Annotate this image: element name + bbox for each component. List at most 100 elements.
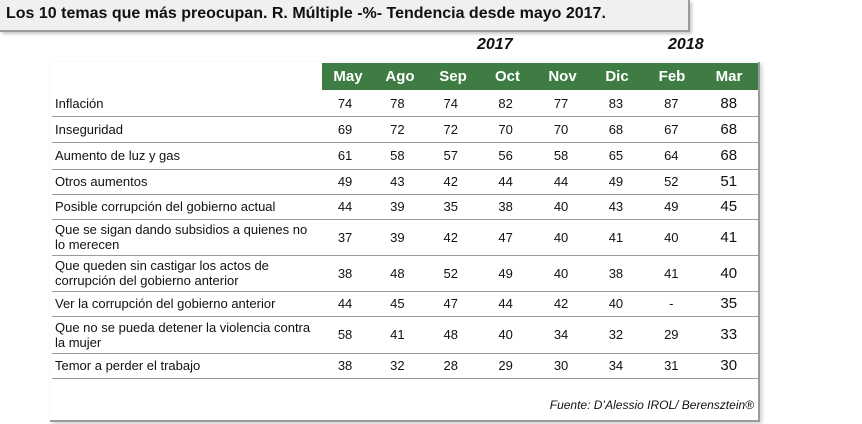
cell-dic: 43 bbox=[588, 194, 644, 220]
cell-ago: 41 bbox=[371, 316, 424, 354]
cell-feb: 67 bbox=[643, 116, 700, 143]
cell-may: 38 bbox=[318, 353, 372, 379]
cell-mar: 88 bbox=[699, 91, 758, 117]
cell-dic: 34 bbox=[588, 353, 644, 379]
row-label: Aumento de luz y gas bbox=[52, 142, 319, 170]
cell-mar: 51 bbox=[699, 169, 758, 195]
cell-nov: 42 bbox=[533, 291, 589, 317]
cell-sep: 74 bbox=[423, 91, 478, 117]
cell-oct: 44 bbox=[477, 169, 534, 195]
cell-ago: 78 bbox=[371, 91, 424, 117]
cell-sep: 47 bbox=[423, 291, 478, 317]
row-label: Inflación bbox=[52, 91, 319, 117]
cell-ago: 39 bbox=[371, 219, 424, 256]
cell-dic: 41 bbox=[588, 219, 644, 256]
year-label-2017: 2017 bbox=[477, 36, 513, 53]
cell-sep: 42 bbox=[423, 219, 478, 256]
cell-oct: 56 bbox=[477, 142, 534, 170]
cell-mar: 45 bbox=[699, 194, 758, 220]
cell-sep: 72 bbox=[423, 116, 478, 143]
cell-dic: 40 bbox=[588, 291, 644, 317]
cell-may: 58 bbox=[318, 316, 372, 354]
row-label: Posible corrupción del gobierno actual bbox=[52, 194, 319, 220]
cell-feb: 31 bbox=[643, 353, 700, 379]
row-label: Ver la corrupción del gobierno anterior bbox=[52, 291, 319, 317]
cell-feb: 64 bbox=[643, 142, 700, 170]
column-header-sep: Sep bbox=[439, 68, 467, 85]
cell-mar: 68 bbox=[699, 142, 758, 170]
table-row: Inflación 74 78 74 82 77 83 87 88 bbox=[52, 91, 758, 117]
cell-may: 69 bbox=[318, 116, 372, 143]
cell-ago: 72 bbox=[371, 116, 424, 143]
table-row: Que se sigan dando subsidios a quienes n… bbox=[52, 219, 758, 256]
table-row: Aumento de luz y gas 61 58 57 56 58 65 64 68 bbox=[52, 142, 758, 170]
cell-feb: 41 bbox=[643, 255, 700, 292]
cell-dic: 32 bbox=[588, 316, 644, 354]
cell-sep: 35 bbox=[423, 194, 478, 220]
cell-nov: 40 bbox=[533, 219, 589, 256]
cell-feb: 40 bbox=[643, 219, 700, 256]
row-label: Que se sigan dando subsidios a quienes n… bbox=[52, 219, 319, 256]
cell-nov: 44 bbox=[533, 169, 589, 195]
cell-oct: 49 bbox=[477, 255, 534, 292]
cell-nov: 30 bbox=[533, 353, 589, 379]
cell-feb: - bbox=[643, 291, 700, 317]
column-header-may: May bbox=[333, 68, 363, 85]
cell-oct: 29 bbox=[477, 353, 534, 379]
cell-may: 74 bbox=[318, 91, 372, 117]
cell-oct: 70 bbox=[477, 116, 534, 143]
cell-may: 61 bbox=[318, 142, 372, 170]
cell-ago: 58 bbox=[371, 142, 424, 170]
cell-ago: 32 bbox=[371, 353, 424, 379]
cell-dic: 68 bbox=[588, 116, 644, 143]
column-header-feb: Feb bbox=[658, 68, 686, 85]
cell-sep: 57 bbox=[423, 142, 478, 170]
cell-feb: 52 bbox=[643, 169, 700, 195]
cell-sep: 28 bbox=[423, 353, 478, 379]
cell-feb: 87 bbox=[643, 91, 700, 117]
column-header-nov: Nov bbox=[548, 68, 577, 85]
cell-oct: 47 bbox=[477, 219, 534, 256]
cell-sep: 48 bbox=[423, 316, 478, 354]
column-header-dic: Dic bbox=[605, 68, 629, 85]
table-row: Inseguridad 69 72 72 70 70 68 67 68 bbox=[52, 116, 758, 143]
cell-nov: 40 bbox=[533, 255, 589, 292]
cell-oct: 82 bbox=[477, 91, 534, 117]
cell-may: 44 bbox=[318, 194, 372, 220]
cell-may: 44 bbox=[318, 291, 372, 317]
table-row: Temor a perder el trabajo 38 32 28 29 30 34 31 3… bbox=[52, 353, 758, 379]
year-label-2018: 2018 bbox=[668, 36, 704, 53]
cell-ago: 43 bbox=[371, 169, 424, 195]
cell-dic: 83 bbox=[588, 91, 644, 117]
table-row: Que queden sin castigar los actos de cor… bbox=[52, 255, 758, 292]
row-label: Inseguridad bbox=[52, 116, 319, 143]
cell-oct: 40 bbox=[477, 316, 534, 354]
cell-mar: 30 bbox=[699, 353, 758, 379]
cell-nov: 77 bbox=[533, 91, 589, 117]
cell-mar: 41 bbox=[699, 219, 758, 256]
column-header-band: May Ago Sep Oct Nov Dic Feb Mar bbox=[322, 63, 758, 90]
table-row: Otros aumentos 49 43 42 44 44 49 52 51 bbox=[52, 169, 758, 195]
cell-sep: 42 bbox=[423, 169, 478, 195]
cell-may: 37 bbox=[318, 219, 372, 256]
cell-nov: 40 bbox=[533, 194, 589, 220]
chart-title: Los 10 temas que más preocupan. R. Múlti… bbox=[6, 5, 606, 22]
table-row: Posible corrupción del gobierno actual 44… bbox=[52, 194, 758, 220]
cell-nov: 58 bbox=[533, 142, 589, 170]
cell-oct: 44 bbox=[477, 291, 534, 317]
cell-oct: 38 bbox=[477, 194, 534, 220]
table-row: Que no se pueda detener la violencia con… bbox=[52, 316, 758, 354]
cell-ago: 45 bbox=[371, 291, 424, 317]
cell-dic: 65 bbox=[588, 142, 644, 170]
row-label: Que queden sin castigar los actos de cor… bbox=[52, 255, 319, 292]
cell-sep: 52 bbox=[423, 255, 478, 292]
table-row: Ver la corrupción del gobierno anterior 4… bbox=[52, 291, 758, 317]
row-label: Que no se pueda detener la violencia con… bbox=[52, 316, 319, 354]
cell-may: 38 bbox=[318, 255, 372, 292]
cell-nov: 70 bbox=[533, 116, 589, 143]
column-header-ago: Ago bbox=[385, 68, 415, 85]
row-label: Otros aumentos bbox=[52, 169, 319, 195]
source-note: Fuente: D’Alessio IROL/ Berensztein® bbox=[549, 398, 754, 412]
cell-ago: 48 bbox=[371, 255, 424, 292]
cell-mar: 35 bbox=[699, 291, 758, 317]
